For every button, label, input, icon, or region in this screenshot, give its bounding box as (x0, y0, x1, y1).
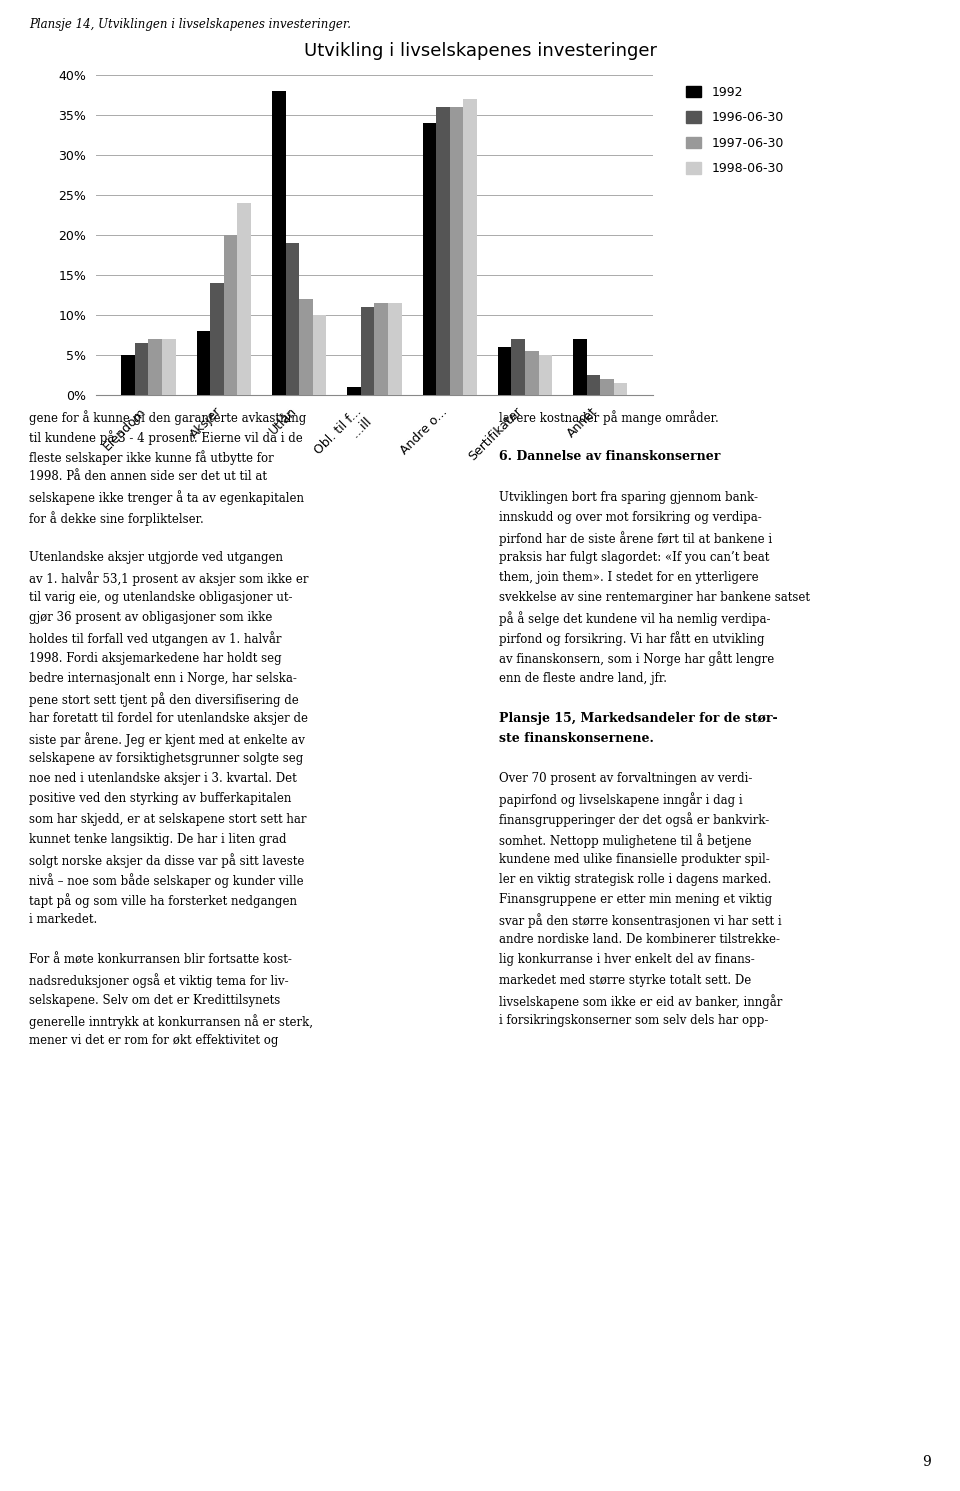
Bar (525, 350, 539, 395)
Text: Over 70 prosent av forvaltningen av verdi-: Over 70 prosent av forvaltningen av verd… (499, 772, 753, 786)
Text: Plansje 15, Markedsandeler for de stør-: Plansje 15, Markedsandeler for de stør- (499, 711, 778, 725)
Text: svar på den større konsentrasjonen vi har sett i: svar på den større konsentrasjonen vi ha… (499, 912, 781, 927)
Bar (197, 331, 210, 395)
Bar (348, 388, 361, 395)
Text: gene for å kunne gi den garanterte avkastning: gene for å kunne gi den garanterte avkas… (29, 410, 306, 425)
Bar (272, 91, 285, 395)
Text: kundene med ulike finansielle produkter spil-: kundene med ulike finansielle produkter … (499, 853, 770, 866)
Bar (162, 338, 176, 395)
Text: pirfond har de siste årene ført til at bankene i: pirfond har de siste årene ført til at b… (499, 531, 773, 546)
Text: For å møte konkurransen blir fortsatte kost-: For å møte konkurransen blir fortsatte k… (29, 953, 292, 966)
Text: Utviklingen bort fra sparing gjennom bank-: Utviklingen bort fra sparing gjennom ban… (499, 491, 758, 504)
Bar (587, 376, 600, 395)
Text: ste finanskonsernene.: ste finanskonsernene. (499, 732, 654, 746)
Text: Plansje 14, Utviklingen i livselskapenes investeringer.: Plansje 14, Utviklingen i livselskapenes… (29, 18, 350, 31)
Bar (210, 283, 224, 395)
Bar (134, 343, 149, 395)
Bar (374, 303, 388, 395)
Text: generelle inntrykk at konkurransen nå er sterk,: generelle inntrykk at konkurransen nå er… (29, 1014, 313, 1029)
Text: 6. Dannelse av finanskonserner: 6. Dannelse av finanskonserner (499, 450, 721, 464)
Bar (149, 338, 162, 395)
Text: holdes til forfall ved utgangen av 1. halvår: holdes til forfall ved utgangen av 1. ha… (29, 631, 281, 646)
Text: innskudd og over mot forsikring og verdipa-: innskudd og over mot forsikring og verdi… (499, 510, 762, 523)
Text: 9: 9 (923, 1455, 931, 1469)
Text: pirfond og forsikring. Vi har fått en utvikling: pirfond og forsikring. Vi har fått en ut… (499, 631, 765, 646)
Bar (512, 338, 525, 395)
Text: har foretatt til fordel for utenlandske aksjer de: har foretatt til fordel for utenlandske … (29, 711, 308, 725)
Text: siste par årene. Jeg er kjent med at enkelte av: siste par årene. Jeg er kjent med at enk… (29, 732, 304, 747)
Text: gjør 36 prosent av obligasjoner som ikke: gjør 36 prosent av obligasjoner som ikke (29, 611, 273, 625)
Bar (300, 298, 313, 395)
Bar (614, 383, 628, 395)
Text: av finanskonsern, som i Norge har gått lengre: av finanskonsern, som i Norge har gått l… (499, 652, 775, 666)
Text: Utvikling i livselskapenes investeringer: Utvikling i livselskapenes investeringer (303, 42, 657, 60)
Text: til varig eie, og utenlandske obligasjoner ut-: til varig eie, og utenlandske obligasjon… (29, 590, 292, 604)
Text: praksis har fulgt slagordet: «If you can’t beat: praksis har fulgt slagordet: «If you can… (499, 550, 770, 564)
Text: 1998. På den annen side ser det ut til at: 1998. På den annen side ser det ut til a… (29, 470, 267, 483)
Text: mener vi det er rom for økt effektivitet og: mener vi det er rom for økt effektivitet… (29, 1033, 278, 1047)
Bar (573, 338, 587, 395)
Bar (449, 106, 464, 395)
Bar (313, 315, 326, 395)
Text: lig konkurranse i hver enkelt del av finans-: lig konkurranse i hver enkelt del av fin… (499, 953, 755, 966)
Text: livselskapene som ikke er eid av banker, inngår: livselskapene som ikke er eid av banker,… (499, 993, 782, 1008)
Bar (539, 355, 552, 395)
Text: enn de fleste andre land, jfr.: enn de fleste andre land, jfr. (499, 671, 667, 684)
Bar (224, 234, 237, 395)
Text: til kundene på 3 - 4 prosent. Eierne vil da i de: til kundene på 3 - 4 prosent. Eierne vil… (29, 429, 302, 444)
Bar (464, 98, 477, 395)
Bar (422, 122, 436, 395)
Legend: 1992, 1996-06-30, 1997-06-30, 1998-06-30: 1992, 1996-06-30, 1997-06-30, 1998-06-30 (682, 81, 789, 180)
Text: selskapene. Selv om det er Kredittilsynets: selskapene. Selv om det er Kredittilsyne… (29, 993, 280, 1006)
Text: ler en viktig strategisk rolle i dagens marked.: ler en viktig strategisk rolle i dagens … (499, 872, 772, 886)
Text: 1998. Fordi aksjemarkedene har holdt seg: 1998. Fordi aksjemarkedene har holdt seg (29, 652, 281, 665)
Text: lavere kostnader på mange områder.: lavere kostnader på mange områder. (499, 410, 719, 425)
Text: av 1. halvår 53,1 prosent av aksjer som ikke er: av 1. halvår 53,1 prosent av aksjer som … (29, 571, 308, 586)
Text: på å selge det kundene vil ha nemlig verdipa-: på å selge det kundene vil ha nemlig ver… (499, 611, 771, 626)
Bar (600, 379, 614, 395)
Text: them, join them». I stedet for en ytterligere: them, join them». I stedet for en ytterl… (499, 571, 758, 584)
Text: selskapene av forsiktighetsgrunner solgte seg: selskapene av forsiktighetsgrunner solgt… (29, 751, 303, 765)
Text: somhet. Nettopp mulighetene til å betjene: somhet. Nettopp mulighetene til å betjen… (499, 832, 752, 847)
Text: i markedet.: i markedet. (29, 912, 97, 926)
Text: positive ved den styrking av bufferkapitalen: positive ved den styrking av bufferkapit… (29, 792, 291, 805)
Text: andre nordiske land. De kombinerer tilstrekke-: andre nordiske land. De kombinerer tilst… (499, 933, 780, 947)
Text: i forsikringskonserner som selv dels har opp-: i forsikringskonserner som selv dels har… (499, 1014, 769, 1027)
Text: papirfond og livselskapene inngår i dag i: papirfond og livselskapene inngår i dag … (499, 792, 743, 807)
Text: pene stort sett tjent på den diversifisering de: pene stort sett tjent på den diversifise… (29, 692, 299, 707)
Text: som har skjedd, er at selskapene stort sett har: som har skjedd, er at selskapene stort s… (29, 813, 306, 826)
Text: kunnet tenke langsiktig. De har i liten grad: kunnet tenke langsiktig. De har i liten … (29, 832, 286, 845)
Text: noe ned i utenlandske aksjer i 3. kvartal. Det: noe ned i utenlandske aksjer i 3. kvarta… (29, 772, 297, 786)
Bar (361, 307, 374, 395)
Bar (388, 303, 401, 395)
Text: bedre internasjonalt enn i Norge, har selska-: bedre internasjonalt enn i Norge, har se… (29, 671, 297, 684)
Text: nadsreduksjoner også et viktig tema for liv-: nadsreduksjoner også et viktig tema for … (29, 974, 288, 989)
Text: finansgrupperinger der det også er bankvirk-: finansgrupperinger der det også er bankv… (499, 813, 770, 828)
Bar (237, 203, 251, 395)
Text: markedet med større styrke totalt sett. De: markedet med større styrke totalt sett. … (499, 974, 752, 987)
Text: Utenlandske aksjer utgjorde ved utgangen: Utenlandske aksjer utgjorde ved utgangen (29, 550, 283, 564)
Text: fleste selskaper ikke kunne få utbytte for: fleste selskaper ikke kunne få utbytte f… (29, 450, 274, 465)
Bar (436, 106, 449, 395)
Text: tapt på og som ville ha forsterket nedgangen: tapt på og som ville ha forsterket nedga… (29, 893, 297, 908)
Text: solgt norske aksjer da disse var på sitt laveste: solgt norske aksjer da disse var på sitt… (29, 853, 304, 868)
Bar (121, 355, 134, 395)
Text: svekkelse av sine rentemarginer har bankene satset: svekkelse av sine rentemarginer har bank… (499, 590, 810, 604)
Bar (498, 347, 512, 395)
Text: nivå – noe som både selskaper og kunder ville: nivå – noe som både selskaper og kunder … (29, 872, 303, 887)
Bar (285, 243, 300, 395)
Text: Finansgruppene er etter min mening et viktig: Finansgruppene er etter min mening et vi… (499, 893, 773, 907)
Text: for å dekke sine forpliktelser.: for å dekke sine forpliktelser. (29, 510, 204, 525)
Text: selskapene ikke trenger å ta av egenkapitalen: selskapene ikke trenger å ta av egenkapi… (29, 491, 303, 505)
